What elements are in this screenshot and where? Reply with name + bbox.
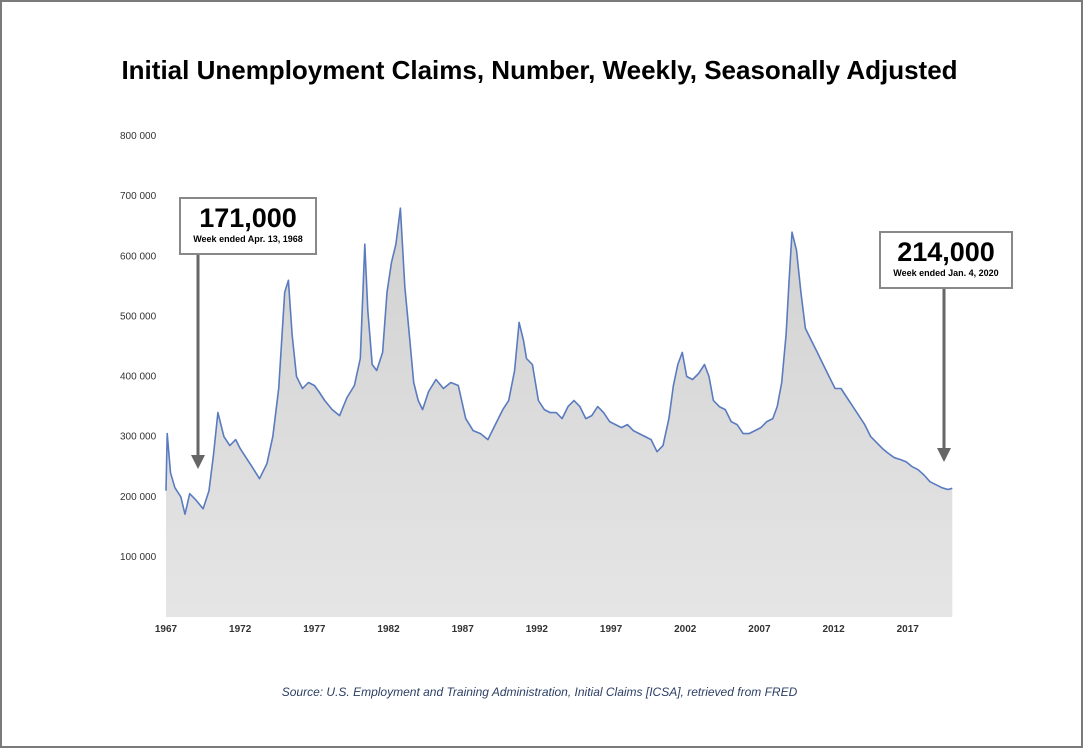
series-line: [165, 207, 953, 515]
callout-arrow-1968: [191, 255, 205, 469]
y-tick-label: 700 000: [120, 191, 157, 202]
x-axis: 1967 1972 1977 1982 1987 1992 1997 2002 2007 2012…: [155, 624, 919, 635]
x-tick-label: 2017: [897, 624, 920, 635]
callout-1968-value: 171,000: [199, 203, 297, 233]
series-area: [166, 208, 953, 617]
x-tick-label: 1987: [452, 624, 475, 635]
y-tick-label: 200 000: [120, 492, 157, 503]
y-tick-label: 500 000: [120, 311, 157, 322]
callout-2020-label: Week ended Jan. 4, 2020: [893, 268, 999, 278]
x-tick-label: 2012: [822, 624, 845, 635]
x-tick-label: 1972: [229, 624, 252, 635]
x-tick-label: 2002: [674, 624, 697, 635]
callout-1968: 171,000 Week ended Apr. 13, 1968: [179, 197, 317, 255]
x-tick-label: 1992: [526, 624, 549, 635]
x-tick-label: 1997: [600, 624, 623, 635]
x-tick-label: 1977: [303, 624, 326, 635]
x-tick-label: 1967: [155, 624, 178, 635]
chart-title: Initial Unemployment Claims, Number, Wee…: [121, 55, 958, 85]
y-tick-label: 800 000: [120, 131, 157, 142]
callout-2020-value: 214,000: [897, 237, 995, 267]
callout-1968-label: Week ended Apr. 13, 1968: [193, 234, 303, 244]
y-tick-label: 600 000: [120, 251, 157, 262]
y-tick-label: 400 000: [120, 372, 157, 383]
y-tick-label: 100 000: [120, 552, 157, 563]
y-tick-label: 300 000: [120, 432, 157, 443]
y-axis: 100 000 200 000 300 000 400 000 500 000 600 0…: [120, 131, 157, 563]
callout-arrow-2020: [937, 289, 951, 462]
x-tick-label: 1982: [377, 624, 400, 635]
source-note: Source: U.S. Employment and Training Adm…: [281, 685, 798, 699]
callout-2020: 214,000 Week ended Jan. 4, 2020: [879, 231, 1013, 289]
x-tick-label: 2007: [748, 624, 771, 635]
